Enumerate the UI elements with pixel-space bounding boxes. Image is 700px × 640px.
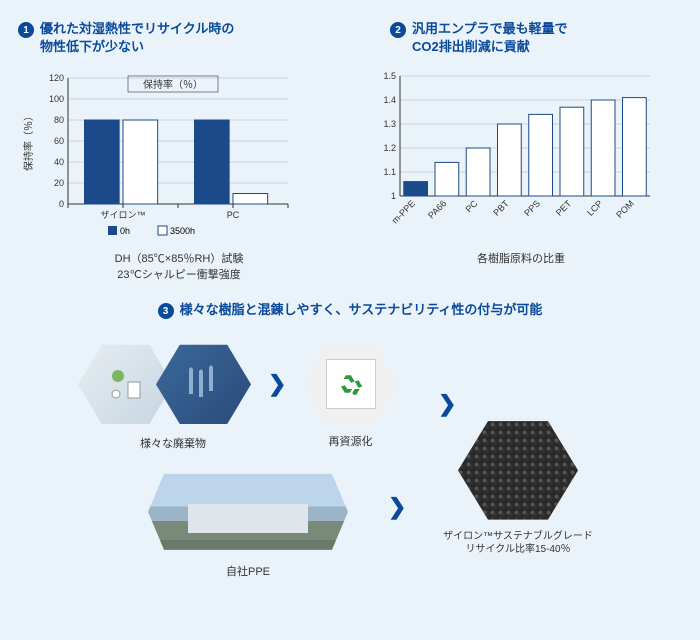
hex2-label: 再資源化	[303, 433, 398, 449]
recycle-icon	[336, 369, 366, 399]
infographic-page: 1 優れた対湿熱性でリサイクル時の 物性低下が少ない 0 20 40 60 80 100 1…	[0, 0, 700, 640]
panel-1-title: 優れた対湿熱性でリサイクル時の 物性低下が少ない	[40, 20, 234, 56]
svg-text:m-PPE: m-PPE	[390, 199, 417, 226]
chart-1-caption: DH（85℃×85％RH）試験 23℃シャルピー衝撃強度	[18, 252, 340, 283]
bottles-icon	[179, 359, 229, 409]
svg-text:PA66: PA66	[426, 199, 448, 221]
factory-label: 自社PPE	[148, 563, 348, 579]
svg-text:120: 120	[49, 73, 64, 83]
hex-waste-2-shape	[156, 339, 251, 429]
panel-1-title-l1: 優れた対湿熱性でリサイクル時の	[40, 21, 234, 36]
svg-text:PC: PC	[227, 210, 240, 220]
hex3-l1: ザイロン™サステナブルグレード	[443, 531, 593, 542]
svg-text:PPS: PPS	[522, 199, 542, 219]
panel-1-heading: 1 優れた対湿熱性でリサイクル時の 物性低下が少ない	[18, 20, 340, 56]
chart-1-svg: 0 20 40 60 80 100 120 保持率（％） 保持率（％） ザイロン™ PC 0h 3500…	[18, 66, 298, 246]
svg-text:60: 60	[54, 136, 64, 146]
chevron-3: ❯	[388, 494, 406, 520]
svg-text:20: 20	[54, 178, 64, 188]
chevron-2: ❯	[438, 391, 456, 417]
svg-text:3500h: 3500h	[170, 226, 195, 236]
svg-text:1.2: 1.2	[383, 143, 396, 153]
svg-text:PC: PC	[464, 198, 480, 214]
svg-text:1.4: 1.4	[383, 95, 396, 105]
recycle-items-icon	[106, 364, 146, 404]
bullet-3: 3	[158, 303, 174, 319]
svg-text:100: 100	[49, 94, 64, 104]
top-row: 1 優れた対湿熱性でリサイクル時の 物性低下が少ない 0 20 40 60 80 100 1…	[18, 20, 682, 283]
factory-hex: 自社PPE	[148, 464, 348, 579]
pellets-shape	[458, 414, 578, 526]
panel-2: 2 汎用エンプラで最も軽量で CO2排出削減に貢献 11.11.21.31.41…	[360, 20, 682, 283]
hex-pellets: ザイロン™サステナブルグレード リサイクル比率15-40％	[458, 414, 608, 556]
chart-2-svg: 1 1.1 1.2 1.3 1.4 1.5 m-PPE PA66 PC PBT PPS PET LCP P…	[360, 66, 660, 246]
chart-2: 1 1.1 1.2 1.3 1.4 1.5 m-PPE PA66 PC PBT PPS PET LCP P…	[360, 66, 682, 246]
chart-2-caption: 各樹脂原料の比重	[360, 252, 682, 267]
bullet-2: 2	[390, 22, 406, 38]
svg-text:80: 80	[54, 115, 64, 125]
hex3-label: ザイロン™サステナブルグレード リサイクル比率15-40％	[428, 530, 608, 556]
panel-2-heading: 2 汎用エンプラで最も軽量で CO2排出削減に貢献	[390, 20, 682, 56]
svg-text:PET: PET	[554, 198, 574, 218]
svg-text:1: 1	[391, 191, 396, 201]
panel-3-heading: 3 様々な樹脂と混錬しやすく、サステナビリティ性の付与が可能	[18, 301, 682, 319]
panel-2-title-l2: CO2排出削減に貢献	[412, 39, 530, 54]
svg-text:1.5: 1.5	[383, 71, 396, 81]
svg-text:0h: 0h	[120, 226, 130, 236]
bullet-1: 1	[18, 22, 34, 38]
flow-diagram: 様々な廃棄物 ❯ 再資源化 ❯ 自社PPE ❯	[18, 329, 682, 599]
svg-text:40: 40	[54, 157, 64, 167]
recycle-box	[326, 359, 376, 409]
factory-shape	[148, 464, 348, 559]
panel-3-title: 様々な樹脂と混錬しやすく、サステナビリティ性の付与が可能	[180, 301, 543, 319]
hex1-label: 様々な廃棄物	[113, 435, 233, 451]
panel-2-title-l1: 汎用エンプラで最も軽量で	[412, 21, 568, 36]
caption1-l1: DH（85℃×85％RH）試験	[115, 253, 244, 265]
hex-recycle: 再資源化	[303, 339, 398, 449]
panel-3: 3 様々な樹脂と混錬しやすく、サステナビリティ性の付与が可能 様々な廃棄物 ❯	[18, 301, 682, 599]
panel-2-title: 汎用エンプラで最も軽量で CO2排出削減に貢献	[412, 20, 568, 56]
chart-1: 0 20 40 60 80 100 120 保持率（％） 保持率（％） ザイロン™ PC 0h 3500…	[18, 66, 340, 246]
svg-text:0: 0	[59, 199, 64, 209]
svg-text:保持率（％）: 保持率（％）	[143, 78, 203, 91]
svg-text:ザイロン™: ザイロン™	[100, 210, 145, 220]
svg-text:保持率（％）: 保持率（％）	[22, 111, 35, 171]
svg-text:1.3: 1.3	[383, 119, 396, 129]
hex-recycle-shape	[303, 339, 398, 429]
panel-1: 1 優れた対湿熱性でリサイクル時の 物性低下が少ない 0 20 40 60 80 100 1…	[18, 20, 340, 283]
panel-1-title-l2: 物性低下が少ない	[40, 39, 144, 54]
chevron-1: ❯	[268, 371, 286, 397]
caption1-l2: 23℃シャルピー衝撃強度	[117, 269, 241, 281]
svg-text:1.1: 1.1	[383, 167, 396, 177]
svg-text:PBT: PBT	[491, 198, 511, 218]
svg-text:LCP: LCP	[585, 199, 604, 218]
hex3-l2: リサイクル比率15-40％	[465, 544, 570, 555]
svg-text:POM: POM	[614, 199, 636, 221]
hex-waste-2	[156, 339, 251, 429]
